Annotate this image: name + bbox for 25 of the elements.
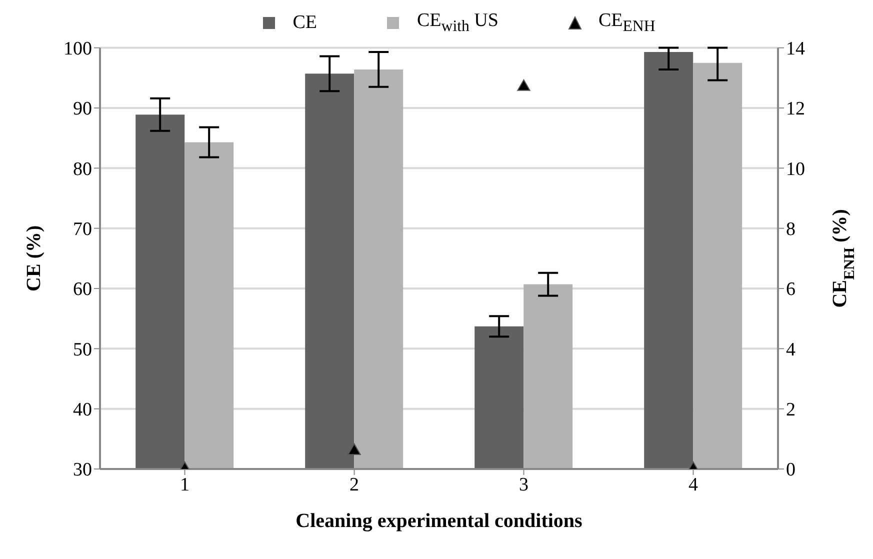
y-axis-title: CE (%) bbox=[23, 225, 45, 292]
y-tick-label: 80 bbox=[73, 158, 92, 180]
legend-label: CE bbox=[292, 12, 317, 34]
x-tick-label: 4 bbox=[688, 474, 698, 496]
y-tick-label: 50 bbox=[73, 339, 92, 360]
y-tick-label: 60 bbox=[73, 279, 92, 300]
y-tick-label: 30 bbox=[73, 460, 92, 481]
y2-tick-label: 12 bbox=[786, 98, 805, 120]
y2-tick-label: 8 bbox=[786, 219, 796, 240]
x-axis-title: Cleaning experimental conditions bbox=[296, 510, 583, 532]
legend-label: CE$_{ENH}$ bbox=[598, 10, 656, 36]
y2-tick-label: 4 bbox=[786, 339, 796, 360]
y2-tick-label: 14 bbox=[786, 38, 806, 60]
x-tick-label: 2 bbox=[350, 474, 359, 496]
y2-tick-label: 6 bbox=[786, 279, 796, 300]
x-tick-label: 1 bbox=[180, 474, 190, 496]
y-tick-label: 90 bbox=[73, 98, 92, 120]
y-tick-label: 40 bbox=[73, 400, 92, 421]
x-tick-label: 3 bbox=[519, 474, 528, 496]
legend-label: CE$_{with}$ US bbox=[417, 10, 498, 36]
y-tick-label: 70 bbox=[73, 219, 92, 240]
y2-tick-label: 0 bbox=[786, 460, 796, 481]
y2-tick-label: 10 bbox=[786, 158, 805, 180]
y2-tick-label: 2 bbox=[786, 400, 796, 421]
y-tick-label: 100 bbox=[64, 38, 92, 60]
